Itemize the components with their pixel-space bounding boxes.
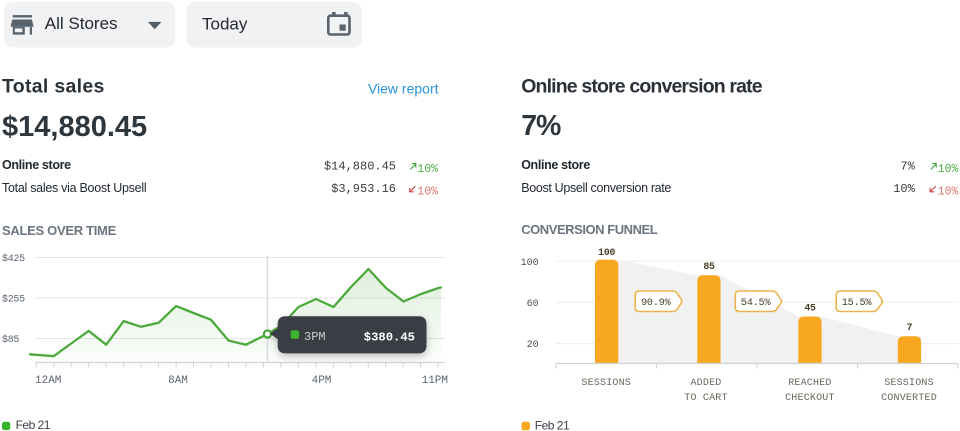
- svg-text:10%: 10%: [893, 182, 915, 196]
- svg-text:$255: $255: [2, 294, 25, 306]
- svg-text:45: 45: [804, 302, 816, 313]
- svg-text:Total sales via Boost Upsell: Total sales via Boost Upsell: [2, 181, 146, 195]
- svg-text:$14,880.45: $14,880.45: [2, 111, 147, 143]
- svg-text:REACHED: REACHED: [788, 378, 831, 389]
- svg-text:60: 60: [527, 299, 539, 310]
- svg-text:10%: 10%: [938, 185, 959, 198]
- svg-text:$3,953.16: $3,953.16: [331, 182, 396, 196]
- svg-text:View report: View report: [368, 81, 439, 97]
- svg-text:SALES OVER TIME: SALES OVER TIME: [2, 223, 117, 238]
- svg-text:85: 85: [703, 261, 715, 272]
- svg-text:$425: $425: [2, 253, 25, 265]
- svg-text:$380.45: $380.45: [364, 330, 415, 344]
- svg-text:SESSIONS: SESSIONS: [581, 378, 631, 389]
- svg-text:11PM: 11PM: [422, 375, 448, 387]
- svg-text:All Stores: All Stores: [45, 14, 118, 33]
- svg-text:Today: Today: [202, 15, 248, 34]
- svg-text:20: 20: [527, 340, 539, 351]
- svg-text:7: 7: [907, 322, 913, 333]
- svg-text:Online store: Online store: [2, 158, 71, 172]
- svg-text:4PM: 4PM: [312, 375, 332, 387]
- svg-text:54.5%: 54.5%: [741, 298, 772, 309]
- svg-text:7%: 7%: [521, 110, 561, 142]
- svg-text:Feb 21: Feb 21: [535, 419, 570, 431]
- svg-text:7%: 7%: [900, 160, 915, 174]
- svg-text:100: 100: [521, 258, 539, 269]
- svg-text:100: 100: [598, 247, 615, 258]
- svg-text:10%: 10%: [417, 185, 438, 198]
- svg-text:Feb 21: Feb 21: [16, 418, 51, 431]
- svg-text:CONVERSION FUNNEL: CONVERSION FUNNEL: [521, 222, 658, 237]
- svg-text:Online store conversion rate: Online store conversion rate: [521, 76, 763, 98]
- svg-text:90.9%: 90.9%: [641, 298, 672, 309]
- svg-text:ADDED: ADDED: [690, 378, 721, 389]
- svg-text:TO CART: TO CART: [684, 393, 727, 404]
- svg-text:$14,880.45: $14,880.45: [324, 160, 396, 174]
- svg-text:15.5%: 15.5%: [842, 298, 873, 309]
- svg-text:CHECKOUT: CHECKOUT: [785, 393, 835, 404]
- svg-text:$85: $85: [2, 334, 19, 346]
- svg-text:12AM: 12AM: [35, 375, 61, 387]
- svg-text:Online store: Online store: [521, 158, 590, 172]
- svg-text:3PM: 3PM: [304, 330, 326, 344]
- svg-text:SESSIONS: SESSIONS: [884, 378, 934, 389]
- svg-text:Boost Upsell conversion rate: Boost Upsell conversion rate: [521, 181, 671, 195]
- svg-text:Total sales: Total sales: [2, 75, 105, 97]
- svg-text:8AM: 8AM: [168, 375, 188, 387]
- svg-text:CONVERTED: CONVERTED: [881, 393, 937, 404]
- svg-text:10%: 10%: [938, 163, 959, 176]
- svg-text:10%: 10%: [417, 163, 438, 176]
